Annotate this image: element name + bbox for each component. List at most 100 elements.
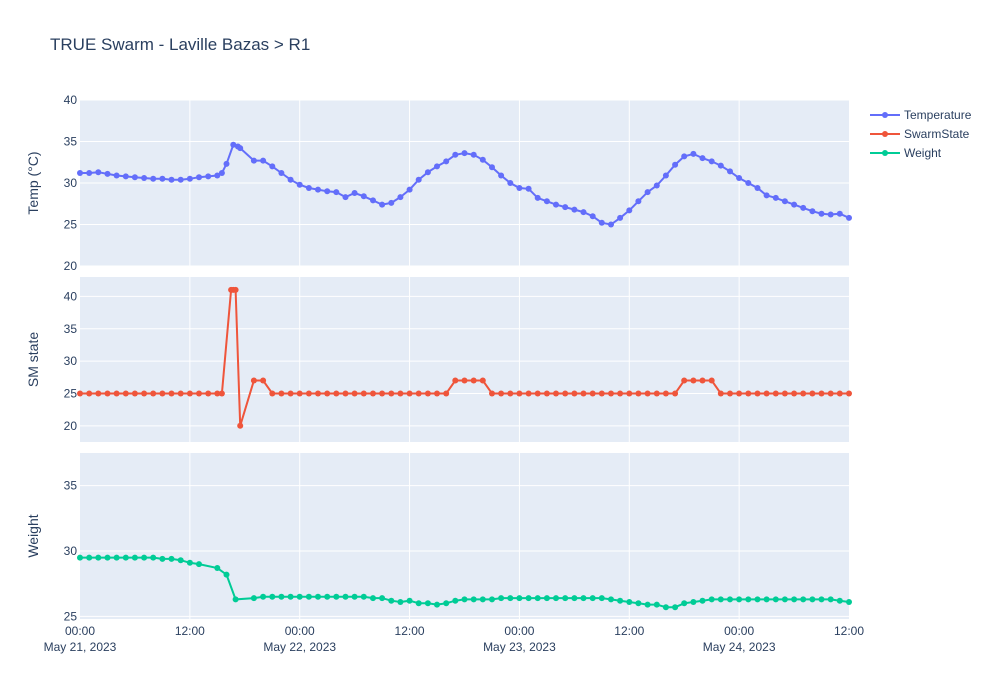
data-point: [177, 390, 184, 397]
x-tick-label: 00:00: [285, 624, 315, 638]
data-point: [717, 390, 724, 397]
data-point: [232, 286, 239, 293]
data-point: [434, 601, 440, 608]
data-point: [379, 201, 386, 208]
y-tick-label: 20: [64, 419, 78, 433]
y-tick-label: 35: [64, 479, 78, 493]
data-point: [690, 377, 697, 384]
data-point: [131, 174, 138, 181]
data-point: [736, 596, 743, 603]
y-tick-label: 30: [64, 354, 78, 368]
data-point: [278, 170, 285, 176]
y-axis-label: Temp (°C): [25, 151, 41, 214]
data-point: [122, 554, 129, 561]
data-point: [324, 188, 331, 195]
data-point: [800, 204, 807, 211]
data-point: [479, 156, 486, 163]
data-point: [470, 596, 477, 603]
legend-item-temperature[interactable]: Temperature: [870, 108, 972, 122]
data-point: [370, 595, 376, 602]
data-point: [443, 158, 450, 165]
series-weight: [77, 554, 852, 611]
data-point: [662, 172, 669, 179]
data-point: [360, 193, 367, 200]
plot-area: 20 25 30 35 40 Temp (°C) 20 25 30 35 40 SM state 25 3…: [25, 93, 864, 654]
x-tick-label: 12:00: [614, 624, 644, 638]
y-tick-label: 35: [64, 135, 78, 149]
data-point: [269, 593, 276, 600]
data-point: [452, 151, 459, 158]
data-point: [708, 158, 715, 165]
legend-item-swarmstate[interactable]: SwarmState: [870, 127, 970, 141]
data-point: [763, 192, 770, 199]
data-point: [580, 390, 587, 397]
data-point: [470, 377, 477, 384]
series-swarmstate: [77, 286, 852, 429]
y-tick-label: 25: [64, 218, 78, 232]
data-point: [287, 176, 294, 183]
data-point: [781, 596, 788, 603]
data-point: [250, 377, 257, 384]
data-point: [461, 596, 468, 603]
data-point: [443, 390, 450, 397]
data-point: [791, 596, 798, 603]
data-point: [159, 390, 166, 397]
data-point: [370, 390, 376, 397]
data-point: [809, 596, 816, 603]
data-point: [230, 141, 237, 148]
data-point: [406, 597, 413, 604]
data-point: [662, 390, 669, 397]
data-point: [324, 593, 331, 600]
subplot-2: 20 25 30 35 40 SM state: [25, 277, 852, 442]
data-point: [360, 593, 367, 600]
data-point: [754, 390, 761, 397]
data-point: [553, 595, 559, 602]
data-point: [699, 155, 706, 162]
data-point: [727, 168, 733, 175]
data-point: [205, 390, 212, 397]
data-point: [498, 390, 505, 397]
data-point: [305, 593, 312, 600]
data-point: [424, 390, 431, 397]
data-point: [754, 596, 761, 603]
data-point: [681, 377, 688, 384]
data-point: [507, 390, 514, 397]
data-point: [218, 390, 225, 397]
data-point: [186, 175, 193, 182]
y-tick-label: 30: [64, 176, 78, 190]
x-tick-label: 12:00: [395, 624, 425, 638]
data-point: [122, 390, 129, 397]
data-point: [635, 390, 642, 397]
data-point: [470, 151, 477, 158]
data-point: [681, 153, 688, 160]
data-point: [736, 175, 743, 181]
plot-background: [80, 277, 849, 442]
data-point: [315, 390, 321, 397]
data-point: [406, 390, 413, 397]
y-tick-label: 40: [64, 93, 78, 107]
series-temperature: [77, 141, 852, 228]
data-point: [580, 595, 587, 602]
data-point: [415, 600, 422, 607]
data-point: [186, 390, 193, 397]
data-point: [553, 390, 559, 397]
data-point: [305, 390, 312, 397]
data-point: [250, 595, 257, 602]
data-point: [727, 596, 733, 603]
data-point: [571, 595, 578, 602]
y-tick-label: 25: [64, 386, 78, 400]
data-point: [95, 390, 102, 397]
data-point: [159, 175, 166, 182]
data-point: [516, 390, 523, 397]
data-point: [177, 557, 184, 564]
data-point: [662, 604, 669, 611]
data-point: [781, 198, 788, 205]
data-point: [571, 206, 578, 213]
data-point: [86, 390, 93, 397]
legend[interactable]: Temperature SwarmState Weight: [870, 108, 972, 160]
data-point: [104, 554, 111, 561]
data-point: [781, 390, 788, 397]
legend-label: Weight: [904, 146, 942, 160]
legend-item-weight[interactable]: Weight: [870, 146, 942, 160]
y-axis-label: SM state: [25, 332, 41, 387]
